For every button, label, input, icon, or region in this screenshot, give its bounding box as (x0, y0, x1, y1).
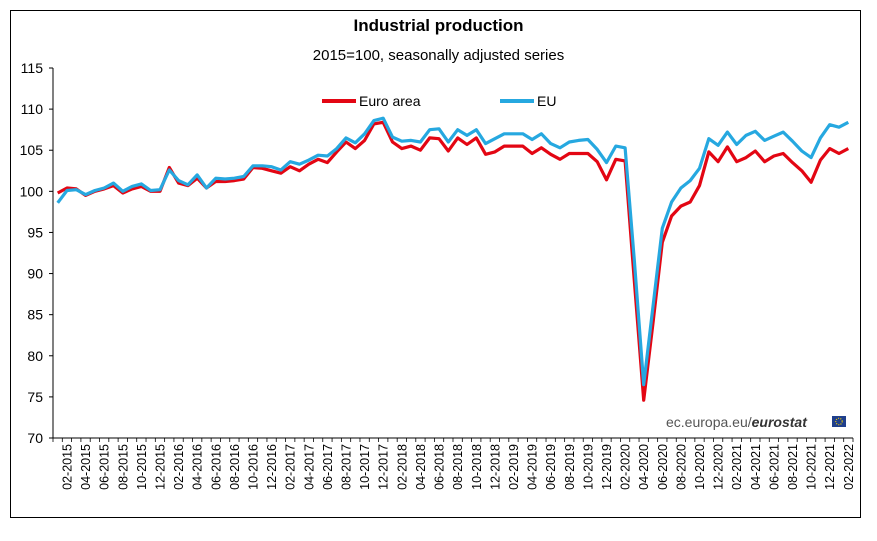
x-tick-label: 08-2017 (340, 444, 354, 490)
x-tick-label: 12-2020 (712, 444, 726, 490)
x-tick-label: 08-2020 (674, 444, 688, 490)
y-tick-label: 110 (21, 101, 44, 117)
x-tick-label: 10-2017 (358, 444, 372, 490)
x-tick-label: 06-2019 (544, 444, 558, 490)
x-tick-label: 02-2015 (60, 444, 74, 490)
y-tick-label: 95 (27, 224, 43, 240)
x-tick-label: 04-2020 (637, 444, 651, 490)
x-tick-label: 06-2017 (321, 444, 335, 490)
chart-title: Industrial production (353, 16, 524, 35)
x-tick-label: 06-2015 (98, 444, 112, 490)
legend-label-eu: EU (537, 93, 556, 109)
x-tick-label: 12-2019 (600, 444, 614, 490)
legend: Euro area EU (322, 93, 556, 109)
x-tick-label: 08-2021 (786, 444, 800, 490)
x-tick-label: 08-2015 (116, 444, 130, 490)
svg-text:ec.europa.eu/eurostat: ec.europa.eu/eurostat (666, 414, 808, 430)
series-line-eu (56, 116, 850, 387)
x-tick-label: 02-2018 (395, 444, 409, 490)
x-tick-label: 08-2019 (563, 444, 577, 490)
y-tick-label: 75 (27, 389, 43, 405)
eu-flag-icon (832, 416, 846, 427)
x-tick-label: 10-2015 (135, 444, 149, 490)
x-tick-label: 02-2017 (284, 444, 298, 490)
x-tick-label: 02-2021 (730, 444, 744, 490)
x-tick-label: 06-2020 (656, 444, 670, 490)
x-tick-label: 10-2018 (470, 444, 484, 490)
series-line-euro-area (56, 120, 850, 402)
source-prefix: ec.europa.eu/ (666, 414, 752, 430)
x-tick-label: 08-2016 (228, 444, 242, 490)
x-tick-label: 04-2017 (302, 444, 316, 490)
x-tick-label: 04-2018 (414, 444, 428, 490)
y-tick-label: 105 (20, 142, 44, 158)
chart-frame (10, 10, 861, 518)
x-tick-label: 02-2016 (172, 444, 186, 490)
x-tick-label: 12-2021 (823, 444, 837, 490)
axes: 70 75 80 85 90 95 100 105 110 115 02-2015 04-2015 06… (20, 60, 856, 490)
x-tick-label: 10-2021 (805, 444, 819, 490)
legend-label-euro-area: Euro area (359, 93, 421, 109)
x-tick-label: 10-2020 (693, 444, 707, 490)
x-tick-label: 06-2016 (209, 444, 223, 490)
x-tick-label: 12-2018 (488, 444, 502, 490)
source-credit: ec.europa.eu/eurostat (666, 414, 846, 430)
y-tick-label: 90 (27, 266, 43, 282)
x-tick-label: 06-2018 (433, 444, 447, 490)
y-tick-label: 85 (27, 307, 43, 323)
y-tick-label: 100 (20, 183, 44, 199)
y-tick-label: 115 (21, 60, 44, 76)
series-layer (56, 116, 850, 402)
x-tick-label: 12-2015 (153, 444, 167, 490)
chart-subtitle: 2015=100, seasonally adjusted series (312, 47, 565, 64)
x-tick-label: 12-2017 (377, 444, 391, 490)
x-tick-label: 10-2019 (581, 444, 595, 490)
x-tick-label: 02-2020 (619, 444, 633, 490)
x-tick-label: 02-2022 (842, 444, 856, 490)
x-tick-label: 04-2015 (79, 444, 93, 490)
y-tick-label: 80 (27, 348, 43, 364)
x-tick-label: 06-2021 (767, 444, 781, 490)
source-brand: eurostat (752, 414, 809, 430)
x-tick-label: 10-2016 (247, 444, 261, 490)
x-tick-label: 04-2016 (191, 444, 205, 490)
x-tick-label: 08-2018 (451, 444, 465, 490)
x-tick-label: 12-2016 (265, 444, 279, 490)
x-tick-label: 02-2019 (507, 444, 521, 490)
x-tick-label: 04-2019 (526, 444, 540, 490)
y-tick-label: 70 (27, 430, 43, 446)
x-tick-label: 04-2021 (749, 444, 763, 490)
